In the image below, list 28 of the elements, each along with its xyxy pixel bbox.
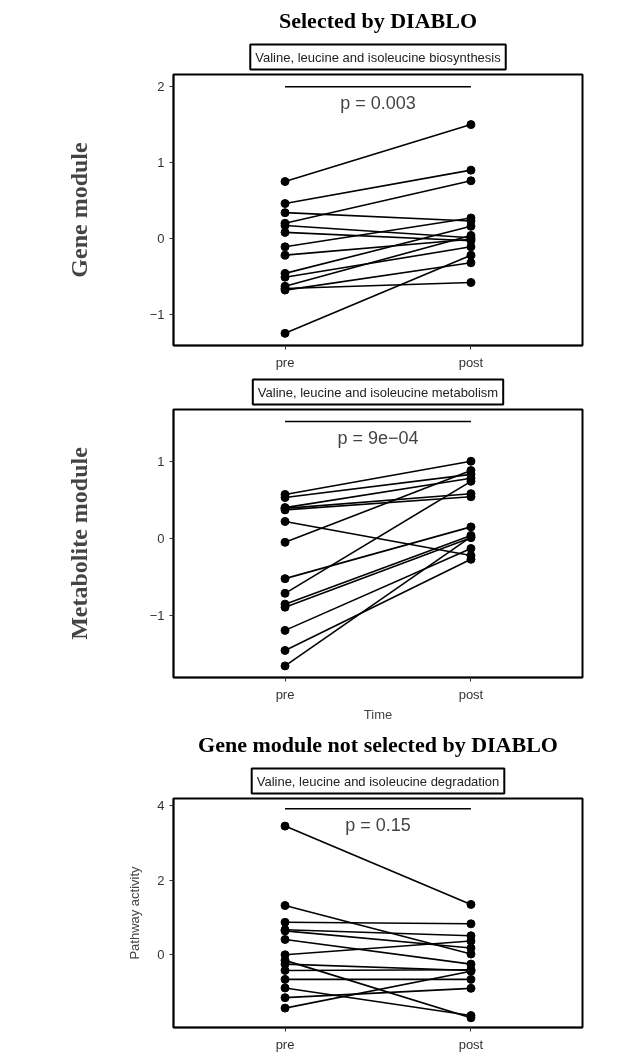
x-tick-label: pre xyxy=(275,1036,295,1052)
annotation: p = 9e−04 xyxy=(337,427,419,448)
chart-subtitle: Selected by DIABLO xyxy=(279,7,477,33)
y-tick-label: 1 xyxy=(157,155,165,171)
x-tick-label: post xyxy=(458,354,484,370)
y-tick-label: 0 xyxy=(157,230,165,246)
y-axis-title: Gene module xyxy=(65,141,92,278)
y-tick-label: 0 xyxy=(157,947,165,963)
y-tick-label: 4 xyxy=(157,798,165,814)
x-tick-label: post xyxy=(458,1036,484,1052)
y-tick-label: 1 xyxy=(157,453,165,469)
y-axis-title: Metabolite module xyxy=(65,446,92,640)
y-tick-label: −1 xyxy=(149,608,165,624)
chart-title: Valine, leucine and isoleucine degradation xyxy=(256,773,500,789)
chart-subtitle: Gene module not selected by DIABLO xyxy=(198,731,558,757)
annotation: p = 0.003 xyxy=(340,92,416,113)
y-tick-label: 0 xyxy=(157,530,165,546)
chart-title: Valine, leucine and isoleucine biosynthesis xyxy=(255,49,502,65)
y-tick-label: −1 xyxy=(149,306,165,322)
chart-title: Valine, leucine and isoleucine metabolism xyxy=(257,384,499,400)
y-tick-label: 2 xyxy=(157,79,165,95)
x-tick-label: pre xyxy=(275,354,295,370)
y-axis-title: Pathway activity xyxy=(127,865,143,960)
x-axis-title: Time xyxy=(363,706,393,722)
annotation: p = 0.15 xyxy=(345,814,411,835)
x-tick-label: post xyxy=(458,686,484,702)
y-tick-label: 2 xyxy=(157,872,165,888)
x-tick-label: pre xyxy=(275,686,295,702)
